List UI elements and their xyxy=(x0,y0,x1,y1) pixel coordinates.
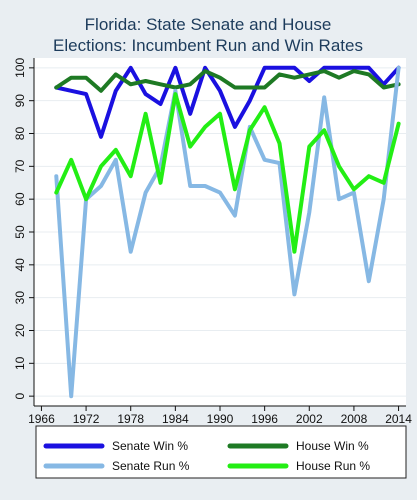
y-tick-label: 50 xyxy=(13,225,27,239)
x-tick-label: 2014 xyxy=(385,412,412,426)
legend-label: Senate Run % xyxy=(112,459,190,473)
chart-title-line-2: Elections: Incumbent Run and Win Rates xyxy=(53,36,363,55)
x-tick-label: 1966 xyxy=(28,412,55,426)
chart-title-line-1: Florida: State Senate and House xyxy=(85,15,332,34)
y-tick-label: 100 xyxy=(13,58,27,78)
legend: Senate Win % House Win % Senate Run % House… xyxy=(43,439,370,473)
x-tick-label: 1996 xyxy=(251,412,278,426)
legend-label: Senate Win % xyxy=(112,439,188,453)
y-tick-label: 70 xyxy=(13,159,27,173)
series-line-house-win xyxy=(54,69,401,93)
x-tick-label: 1984 xyxy=(162,412,189,426)
series-line-senate-run xyxy=(54,65,401,399)
x-tick-label: 1990 xyxy=(207,412,234,426)
y-tick-label: 80 xyxy=(13,127,27,141)
y-tick-label: 10 xyxy=(13,356,27,370)
y-tick-label: 60 xyxy=(13,192,27,206)
series-line-house-run xyxy=(54,92,401,254)
y-tick-label: 20 xyxy=(13,323,27,337)
y-tick-label: 30 xyxy=(13,291,27,305)
y-tick-label: 0 xyxy=(13,392,27,399)
x-tick-label: 2008 xyxy=(341,412,368,426)
x-tick-label: 1978 xyxy=(117,412,144,426)
x-tick-label: 1972 xyxy=(73,412,100,426)
series-layer xyxy=(54,65,401,399)
axes: 0 10 20 30 40 50 60 70 80 90 100 1966 1972 1978 1984 19… xyxy=(13,58,412,426)
y-tick-label: 90 xyxy=(13,94,27,108)
legend-label: House Win % xyxy=(296,439,369,453)
legend-label: House Run % xyxy=(296,459,370,473)
series-line-senate-win xyxy=(54,65,401,139)
y-tick-label: 40 xyxy=(13,258,27,272)
x-tick-label: 2002 xyxy=(296,412,323,426)
legend-box xyxy=(35,425,407,479)
